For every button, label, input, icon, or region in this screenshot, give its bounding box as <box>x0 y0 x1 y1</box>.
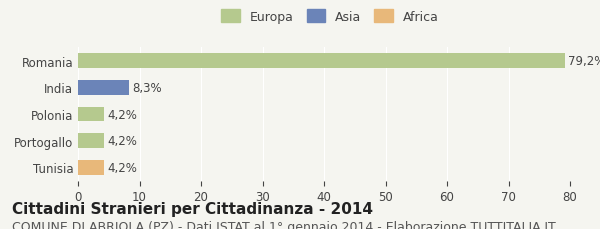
Text: 4,2%: 4,2% <box>107 108 137 121</box>
Text: 4,2%: 4,2% <box>107 161 137 174</box>
Bar <box>78 160 104 175</box>
Bar <box>78 134 104 148</box>
Legend: Europa, Asia, Africa: Europa, Asia, Africa <box>218 6 442 27</box>
Text: 8,3%: 8,3% <box>132 82 162 94</box>
Bar <box>78 54 565 69</box>
Bar <box>78 81 129 95</box>
Text: 4,2%: 4,2% <box>107 135 137 147</box>
Text: COMUNE DI ABRIOLA (PZ) - Dati ISTAT al 1° gennaio 2014 - Elaborazione TUTTITALIA: COMUNE DI ABRIOLA (PZ) - Dati ISTAT al 1… <box>12 220 556 229</box>
Bar <box>78 107 104 122</box>
Text: Cittadini Stranieri per Cittadinanza - 2014: Cittadini Stranieri per Cittadinanza - 2… <box>12 202 373 216</box>
Text: 79,2%: 79,2% <box>568 55 600 68</box>
